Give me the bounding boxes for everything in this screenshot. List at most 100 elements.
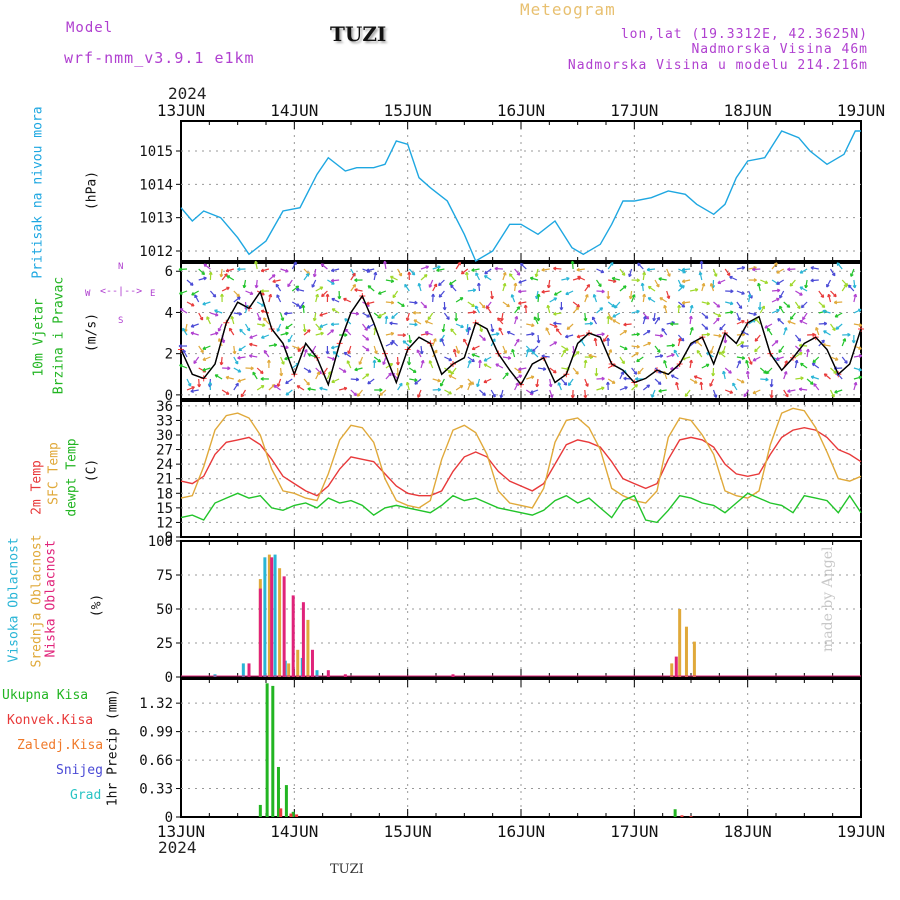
- wind-arrow-head: [346, 360, 351, 364]
- y-tick-label-temperature: 36: [156, 399, 173, 415]
- wind-arrow: [771, 309, 780, 314]
- wind-arrow-head: [190, 324, 195, 328]
- wind-arrow: [682, 356, 691, 360]
- wind-arrow-head: [737, 360, 741, 364]
- wind-arrow-head: [374, 350, 378, 355]
- wind-arrow-head: [383, 260, 387, 265]
- bar-precip-1: [279, 808, 283, 817]
- x-tick-label-top: 15JUN: [384, 101, 432, 120]
- wind-arrow: [263, 350, 270, 358]
- wind-arrow-head: [853, 293, 858, 298]
- wind-arrow: [420, 360, 424, 369]
- wind-arrow-head: [413, 319, 418, 323]
- meteogram-title: Meteogram: [520, 0, 616, 19]
- wind-arrow-head: [237, 355, 241, 360]
- wind-arrow-head: [553, 341, 558, 345]
- wind-arrow: [629, 290, 633, 300]
- wind-arrow: [530, 277, 539, 281]
- wind-arrow-head: [636, 344, 640, 349]
- wind-arrow-head: [235, 382, 239, 387]
- wind-arrow-head: [217, 328, 222, 332]
- wind-arrow: [233, 367, 242, 373]
- bar-clouds-0: [315, 670, 319, 677]
- wind-arrow: [284, 312, 293, 315]
- bar-clouds-1: [692, 641, 696, 677]
- wind-arrow: [641, 282, 644, 292]
- wind-arrow: [432, 293, 434, 303]
- wind-arrow-head: [503, 350, 507, 354]
- wind-arrow: [440, 338, 445, 347]
- wind-arrow: [572, 351, 580, 358]
- wind-arrow-head: [621, 272, 626, 276]
- wind-arrow-head: [575, 371, 579, 375]
- wind-arrow: [596, 307, 603, 314]
- wind-arrow-head: [753, 278, 757, 283]
- wind-arrow-head: [696, 349, 701, 354]
- wind-arrow: [677, 304, 680, 314]
- wind-arrow: [263, 317, 270, 325]
- wind-arrow-head: [382, 361, 386, 366]
- wind-arrow-head: [234, 360, 239, 365]
- wind-arrow: [420, 332, 429, 336]
- wind-arrow-head: [254, 260, 258, 265]
- wind-arrow-head: [743, 393, 748, 398]
- series-line-temperature-2: [180, 492, 862, 524]
- wind-arrow: [712, 389, 717, 398]
- wind-arrow: [830, 323, 836, 331]
- x-tick-label-top: 18JUN: [724, 101, 772, 120]
- wind-arrow-head: [834, 314, 839, 318]
- wind-arrow: [834, 301, 843, 304]
- wind-arrow-head: [246, 327, 251, 332]
- wind-arrow: [572, 306, 580, 314]
- wind-arrow-head: [843, 283, 848, 288]
- wind-arrow: [748, 294, 751, 303]
- wind-arrow-head: [515, 382, 519, 386]
- wind-arrow-head: [858, 375, 863, 380]
- wind-arrow: [577, 275, 586, 281]
- wind-arrow-head: [237, 378, 241, 383]
- wind-arrow: [202, 356, 211, 361]
- wind-arrow-head: [637, 370, 641, 375]
- wind-arrow-head: [450, 284, 454, 289]
- wind-arrow-head: [606, 296, 611, 300]
- wind-arrow: [748, 319, 756, 325]
- wind-arrow-head: [553, 266, 557, 271]
- wind-arrow-head: [414, 378, 418, 382]
- wind-arrow: [637, 367, 644, 375]
- wind-arrow-head: [516, 272, 521, 276]
- wind-arrow: [302, 304, 305, 314]
- wind-arrow-head: [592, 294, 597, 298]
- wind-arrow: [514, 367, 522, 374]
- wind-arrow-head: [319, 312, 323, 317]
- wind-arrow-head: [836, 262, 841, 266]
- wind-arrow-head: [751, 267, 756, 272]
- wind-arrow-head: [729, 275, 733, 280]
- wind-arrow: [810, 266, 819, 270]
- wind-arrow-head: [427, 316, 432, 321]
- wind-arrow: [841, 356, 848, 364]
- wind-arrow: [210, 332, 219, 336]
- wind-arrow: [385, 279, 394, 283]
- wind-arrow: [694, 375, 702, 380]
- wind-arrow-head: [471, 358, 475, 363]
- wind-arrow-head: [219, 273, 224, 278]
- wind-arrow: [736, 312, 741, 321]
- wind-arrow: [408, 334, 412, 344]
- wind-arrow: [710, 345, 715, 354]
- wind-arrow-head: [693, 375, 698, 379]
- wind-arrow: [653, 312, 656, 322]
- wind-arrow-head: [709, 282, 714, 287]
- wind-arrow-head: [570, 260, 575, 265]
- wind-arrow-head: [584, 294, 589, 298]
- wind-arrow: [853, 294, 857, 303]
- wind-arrow: [783, 301, 791, 308]
- wind-arrow: [378, 290, 387, 295]
- wind-arrow: [409, 323, 418, 326]
- wind-arrow: [545, 327, 551, 336]
- wind-arrow-head: [199, 317, 204, 321]
- wind-arrow-head: [726, 272, 731, 277]
- wind-arrow-head: [293, 261, 297, 265]
- wind-arrow: [490, 323, 494, 332]
- wind-arrow-head: [847, 332, 851, 337]
- bar-clouds-0: [273, 554, 277, 677]
